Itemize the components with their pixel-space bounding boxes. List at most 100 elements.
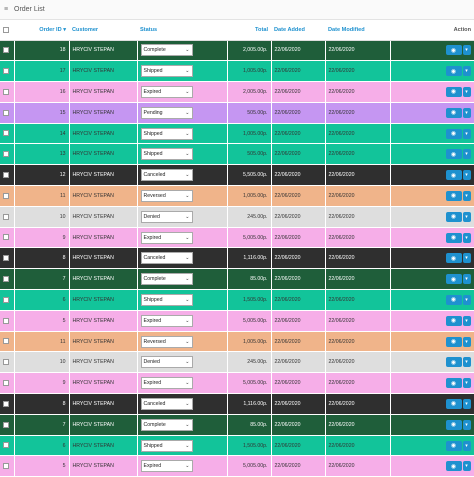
status-select[interactable]: Expired ⌄ [140, 85, 193, 98]
action-dropdown-button[interactable]: ▾ [462, 45, 471, 56]
column-date-added[interactable]: Date Added [271, 20, 325, 41]
view-button[interactable]: ◉ [445, 66, 462, 77]
action-dropdown-button[interactable]: ▾ [462, 294, 471, 305]
status-select[interactable]: Denied ⌄ [140, 210, 193, 223]
view-button[interactable]: ◉ [445, 45, 462, 56]
status-select[interactable]: Canceled ⌄ [140, 252, 193, 265]
view-button[interactable]: ◉ [445, 211, 462, 222]
view-button[interactable]: ◉ [445, 378, 462, 389]
status-select[interactable]: Denied ⌄ [140, 356, 193, 369]
row-checkbox[interactable] [3, 442, 9, 449]
status-select[interactable]: Shipped ⌄ [140, 127, 193, 140]
status-select[interactable]: Canceled ⌄ [140, 397, 193, 410]
row-checkbox[interactable] [3, 255, 9, 262]
status-select[interactable]: Shipped ⌄ [140, 148, 193, 161]
status-select[interactable]: Complete ⌄ [140, 44, 193, 57]
action-dropdown-button[interactable]: ▾ [462, 107, 471, 118]
column-total[interactable]: Total [227, 20, 271, 41]
view-button[interactable]: ◉ [445, 149, 462, 160]
view-button[interactable]: ◉ [445, 398, 462, 409]
row-checkbox[interactable] [3, 275, 9, 282]
status-select[interactable]: Reversed ⌄ [140, 335, 193, 348]
action-dropdown-button[interactable]: ▾ [462, 66, 471, 77]
row-checkbox[interactable] [3, 47, 9, 54]
row-checkbox[interactable] [3, 171, 9, 178]
view-button[interactable]: ◉ [445, 294, 462, 305]
view-button[interactable]: ◉ [445, 336, 462, 347]
action-dropdown-button[interactable]: ▾ [462, 315, 471, 326]
customer-name: HRYCIV STEPAN [69, 247, 138, 270]
status-select[interactable]: Shipped ⌄ [140, 293, 193, 306]
order-total: 5,505.00р. [227, 164, 272, 187]
row-checkbox[interactable] [3, 234, 9, 241]
view-button[interactable]: ◉ [445, 253, 462, 264]
action-cell: ◉ ▾ [390, 81, 474, 103]
action-dropdown-button[interactable]: ▾ [462, 253, 471, 264]
row-checkbox[interactable] [3, 109, 9, 116]
view-button[interactable]: ◉ [445, 357, 462, 368]
action-dropdown-button[interactable]: ▾ [462, 336, 471, 347]
status-select[interactable]: Complete ⌄ [140, 273, 193, 286]
action-dropdown-button[interactable]: ▾ [462, 211, 471, 222]
row-checkbox[interactable] [3, 68, 9, 74]
view-button[interactable]: ◉ [445, 128, 462, 139]
view-button[interactable]: ◉ [445, 419, 462, 430]
column-order-id[interactable]: Order ID ▾ [14, 20, 69, 41]
view-button[interactable]: ◉ [445, 232, 462, 243]
table-row: 6 HRYCIV STEPAN Shipped ⌄ 1,505.00р. 22/06/20… [0, 289, 474, 311]
action-dropdown-button[interactable]: ▾ [462, 170, 471, 181]
action-dropdown-button[interactable]: ▾ [462, 274, 471, 285]
view-button[interactable]: ◉ [445, 86, 462, 97]
status-select[interactable]: Reversed ⌄ [140, 189, 193, 202]
view-button[interactable]: ◉ [445, 190, 462, 201]
row-checkbox[interactable] [3, 151, 9, 158]
row-checkbox[interactable] [3, 88, 9, 95]
row-checkbox[interactable] [3, 359, 9, 366]
status-select[interactable]: Expired ⌄ [140, 460, 193, 473]
column-date-modified[interactable]: Date Modified [325, 20, 390, 41]
action-dropdown-button[interactable]: ▾ [462, 190, 471, 201]
row-checkbox[interactable] [3, 421, 9, 428]
status-select[interactable]: Shipped ⌄ [140, 439, 193, 452]
status-select[interactable]: Shipped ⌄ [140, 65, 193, 78]
action-dropdown-button[interactable]: ▾ [462, 128, 471, 139]
status-select[interactable]: Complete ⌄ [140, 418, 193, 431]
action-dropdown-button[interactable]: ▾ [462, 440, 471, 451]
row-checkbox[interactable] [3, 192, 9, 199]
row-checkbox[interactable] [3, 296, 9, 303]
action-dropdown-button[interactable]: ▾ [462, 86, 471, 97]
status-select[interactable]: Expired ⌄ [140, 314, 193, 327]
row-select-cell [0, 414, 15, 436]
row-checkbox[interactable] [3, 379, 9, 386]
row-checkbox[interactable] [3, 338, 9, 345]
status-cell: Shipped ⌄ [137, 289, 228, 311]
view-button[interactable]: ◉ [445, 107, 462, 118]
status-select[interactable]: Expired ⌄ [140, 231, 193, 244]
column-customer[interactable]: Customer [69, 20, 137, 41]
status-select[interactable]: Expired ⌄ [140, 377, 193, 390]
view-button[interactable]: ◉ [445, 440, 462, 451]
row-checkbox[interactable] [3, 213, 9, 220]
caret-down-icon: ▾ [465, 47, 468, 54]
order-id: 5 [14, 310, 70, 332]
status-select[interactable]: Pending ⌄ [140, 106, 193, 119]
row-checkbox[interactable] [3, 130, 9, 137]
action-dropdown-button[interactable]: ▾ [462, 232, 471, 243]
view-button[interactable]: ◉ [445, 170, 462, 181]
row-checkbox[interactable] [3, 463, 9, 470]
status-select[interactable]: Canceled ⌄ [140, 169, 193, 182]
row-checkbox[interactable] [3, 400, 9, 407]
action-dropdown-button[interactable]: ▾ [462, 378, 471, 389]
view-button[interactable]: ◉ [445, 461, 462, 472]
action-dropdown-button[interactable]: ▾ [462, 149, 471, 160]
status-cell: Shipped ⌄ [137, 435, 228, 457]
action-dropdown-button[interactable]: ▾ [462, 398, 471, 409]
column-status[interactable]: Status [137, 20, 227, 41]
row-checkbox[interactable] [3, 317, 9, 324]
view-button[interactable]: ◉ [445, 315, 462, 326]
action-dropdown-button[interactable]: ▾ [462, 357, 471, 368]
action-dropdown-button[interactable]: ▾ [462, 461, 471, 472]
action-dropdown-button[interactable]: ▾ [462, 419, 471, 430]
view-button[interactable]: ◉ [445, 274, 462, 285]
select-all-checkbox[interactable] [3, 26, 9, 33]
